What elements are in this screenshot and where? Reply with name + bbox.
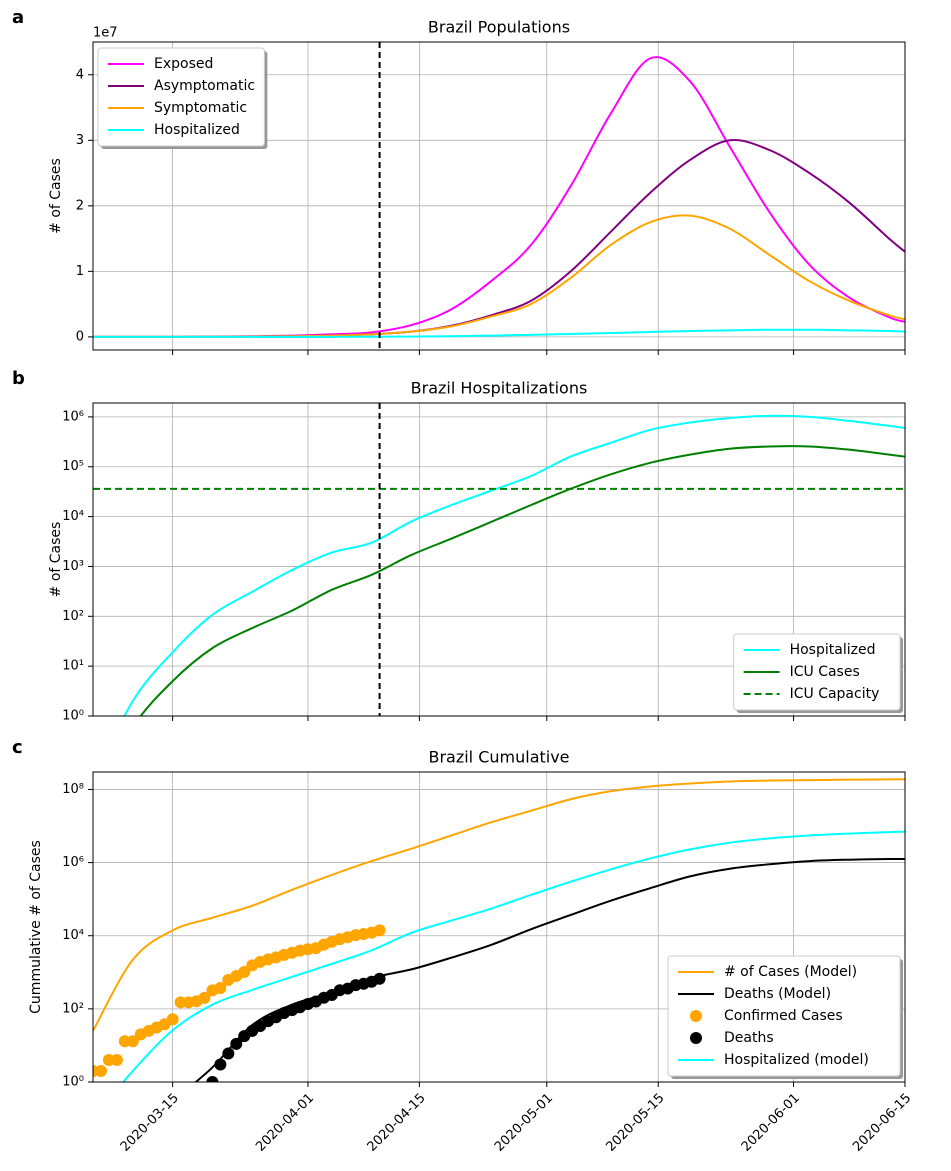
series-line (93, 139, 905, 338)
axes-frame (92, 41, 906, 351)
legend-label: Hospitalized (model) (724, 1052, 869, 1068)
y-tick-label: 10⁰ (62, 1075, 84, 1090)
data-point (373, 972, 386, 985)
y-tick-label: 10¹ (62, 659, 84, 674)
series-line (121, 830, 905, 1082)
y-axis-label: # of Cases (48, 158, 64, 234)
chart-title: Brazil Cumulative (428, 748, 569, 767)
legend (97, 47, 265, 147)
y-tick-label: 10⁸ (62, 782, 84, 797)
legend (667, 955, 901, 1077)
panel-label: a (12, 7, 24, 28)
legend-label: Hospitalized (154, 122, 240, 138)
x-tick-label: 2020-04-01 (253, 1091, 317, 1155)
legend-label: Asymptomatic (154, 78, 255, 94)
series-line (123, 414, 905, 716)
legend-label: Confirmed Cases (724, 1008, 843, 1024)
y-tick-label: 2 (76, 198, 84, 213)
data-point (126, 1035, 139, 1048)
y-tick-label: 10³ (62, 559, 84, 574)
x-tick-label: 2020-03-15 (118, 1091, 182, 1155)
legend-label: ICU Cases (790, 664, 860, 680)
x-tick-label: 2020-05-01 (492, 1091, 556, 1155)
plot-area (93, 403, 905, 716)
x-tick-label: 2020-06-01 (739, 1091, 803, 1155)
data-point (110, 1053, 123, 1066)
x-tick-label: 2020-05-15 (603, 1091, 667, 1155)
legend-label: Deaths (724, 1030, 774, 1046)
panel-label: c (12, 737, 23, 758)
y-tick-label: 10⁴ (62, 928, 84, 943)
data-point (94, 1064, 107, 1077)
plot-area (93, 42, 905, 350)
data-point (214, 1058, 227, 1071)
data-point (373, 924, 386, 937)
y-tick-label: 10⁰ (62, 709, 84, 724)
axes-frame (92, 771, 906, 1083)
data-point (222, 1047, 235, 1060)
y-axis-label: Cummulative # of Cases (28, 840, 44, 1014)
series-line (139, 445, 905, 716)
series-line (93, 328, 905, 338)
axes-frame (92, 402, 906, 717)
data-point (214, 981, 227, 994)
y-tick-label: 10⁶ (62, 409, 84, 424)
y-tick-label: 10⁶ (62, 855, 84, 870)
x-tick-label: 2020-06-15 (850, 1091, 914, 1155)
y-tick-label: 10⁵ (62, 459, 84, 474)
panel-label: b (12, 368, 25, 389)
chart-title: Brazil Populations (428, 18, 570, 37)
legend-label: ICU Capacity (790, 686, 880, 702)
legend-swatch (690, 1032, 702, 1044)
data-point (238, 965, 251, 978)
legend-label: Symptomatic (154, 100, 247, 116)
series-line (93, 214, 905, 338)
y-tick-label: 4 (76, 67, 84, 82)
x-tick-label: 2020-04-15 (365, 1091, 429, 1155)
y-axis-label: # of Cases (48, 522, 64, 598)
y-tick-label: 1 (76, 264, 84, 279)
data-point (206, 1076, 219, 1082)
plot-area (93, 778, 905, 1082)
y-tick-label: 10⁴ (62, 509, 84, 524)
y-tick-label: 10² (62, 1001, 84, 1016)
series-line (93, 778, 905, 1032)
legend-label: Exposed (154, 56, 213, 72)
axis-offset: 1e7 (93, 26, 118, 41)
legend (733, 633, 901, 711)
legend-swatch (690, 1010, 702, 1022)
legend-label: # of Cases (Model) (724, 964, 857, 980)
data-point (166, 1013, 179, 1026)
data-point (198, 991, 211, 1004)
y-tick-label: 3 (76, 133, 84, 148)
data-point (230, 1037, 243, 1050)
legend-label: Hospitalized (790, 642, 876, 658)
legend-label: Deaths (Model) (724, 986, 831, 1002)
y-tick-label: 10² (62, 609, 84, 624)
chart-title: Brazil Hospitalizations (411, 379, 588, 398)
y-tick-label: 0 (76, 329, 84, 344)
